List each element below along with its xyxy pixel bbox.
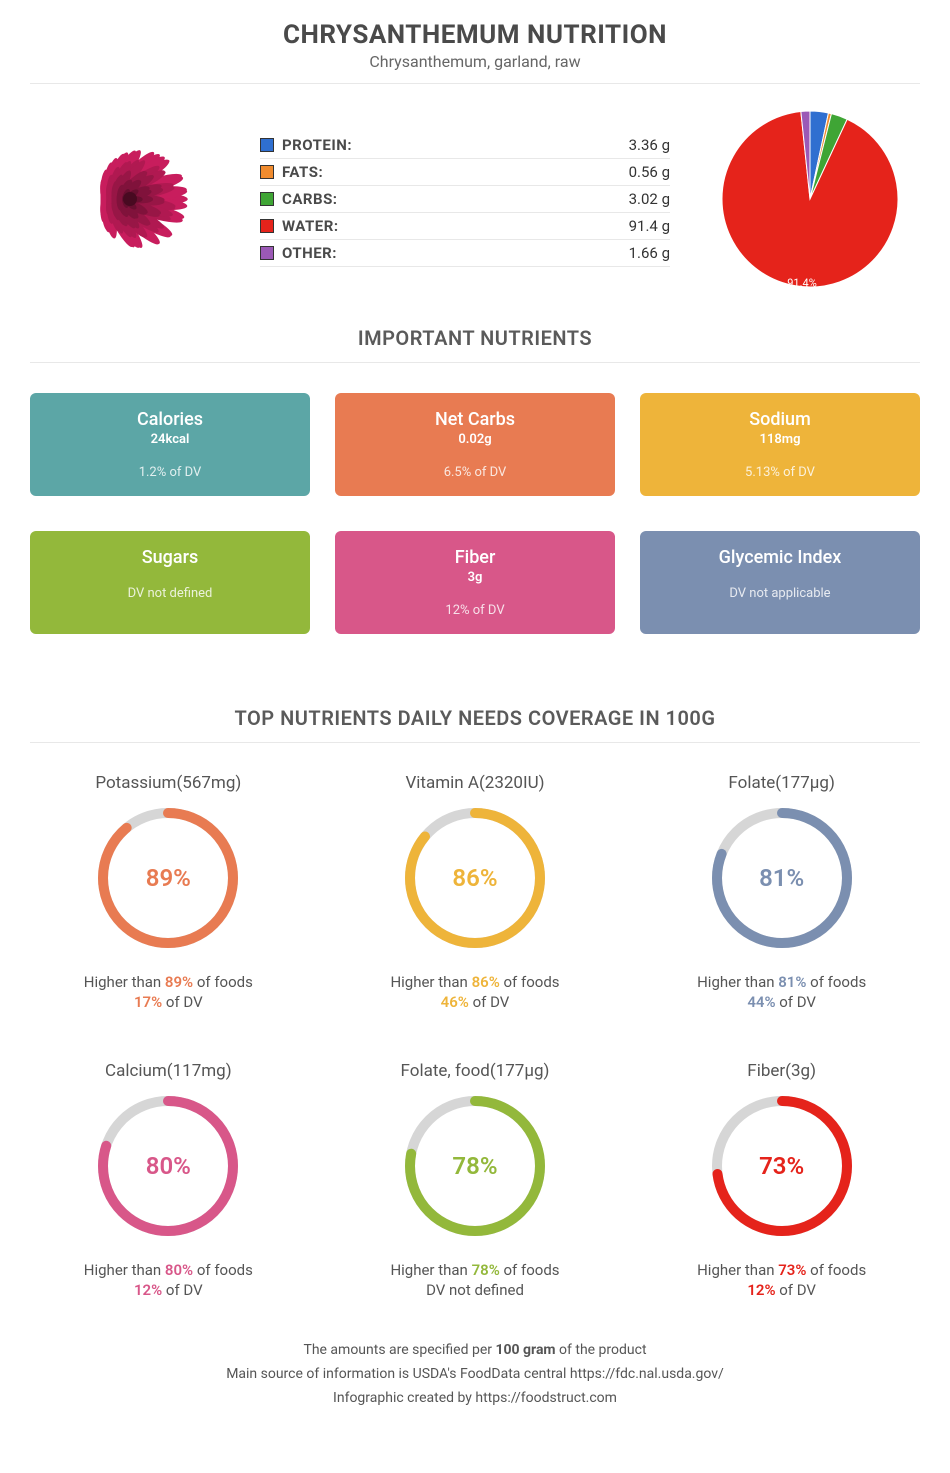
footer: The amounts are specified per 100 gram o… <box>30 1339 920 1410</box>
donut-pct: 86% <box>452 864 497 892</box>
card-value: 3g <box>345 570 605 585</box>
donut-title: Calcium(117mg) <box>30 1061 307 1081</box>
donut-item: Calcium(117mg) 80% Higher than 80% of food… <box>30 1061 307 1299</box>
nutrient-card: Fiber 3g 12% of DV <box>335 531 615 634</box>
donut-line2: DV not defined <box>337 1281 614 1299</box>
macro-swatch <box>260 246 274 260</box>
card-dv: 1.2% of DV <box>40 465 300 480</box>
page-subtitle: Chrysanthemum, garland, raw <box>30 52 920 71</box>
macro-swatch <box>260 192 274 206</box>
macro-swatch <box>260 165 274 179</box>
donut-pct: 78% <box>452 1152 497 1180</box>
food-image <box>30 139 230 259</box>
footer-line1: The amounts are specified per 100 gram o… <box>30 1339 920 1363</box>
donut-pct: 89% <box>146 864 191 892</box>
donut-title: Folate, food(177µg) <box>337 1061 614 1081</box>
nutrient-card: Calories 24kcal 1.2% of DV <box>30 393 310 496</box>
donut-chart: 73% <box>707 1091 857 1241</box>
macro-value: 3.36 g <box>629 136 670 154</box>
macro-value: 1.66 g <box>629 244 670 262</box>
donut-line1: Higher than 78% of foods <box>337 1261 614 1279</box>
card-dv: 6.5% of DV <box>345 465 605 480</box>
donut-chart: 78% <box>400 1091 550 1241</box>
donut-item: Fiber(3g) 73% Higher than 73% of foods 12% … <box>643 1061 920 1299</box>
macro-value: 91.4 g <box>629 217 670 235</box>
macro-table: PROTEIN:3.36 gFATS:0.56 gCARBS:3.02 gWAT… <box>260 132 670 267</box>
donut-item: Folate, food(177µg) 78% Higher than 78% of… <box>337 1061 614 1299</box>
macro-row: PROTEIN:3.36 g <box>260 132 670 159</box>
donut-chart: 81% <box>707 803 857 953</box>
footer-line3: Infographic created by https://foodstruc… <box>30 1387 920 1411</box>
card-name: Fiber <box>345 547 605 568</box>
macro-label: PROTEIN: <box>282 136 629 154</box>
macro-row: OTHER:1.66 g <box>260 240 670 267</box>
macro-value: 0.56 g <box>629 163 670 181</box>
donut-chart: 86% <box>400 803 550 953</box>
donut-line2: 12% of DV <box>643 1281 920 1299</box>
donut-line2: 44% of DV <box>643 993 920 1011</box>
donut-chart: 80% <box>93 1091 243 1241</box>
macro-label: FATS: <box>282 163 629 181</box>
donut-line1: Higher than 81% of foods <box>643 973 920 991</box>
macro-label: CARBS: <box>282 190 629 208</box>
donut-grid: Potassium(567mg) 89% Higher than 89% of fo… <box>30 773 920 1299</box>
card-dv: DV not defined <box>40 586 300 601</box>
section-title-donuts: TOP NUTRIENTS DAILY NEEDS COVERAGE IN 10… <box>30 694 920 743</box>
macro-swatch <box>260 219 274 233</box>
donut-item: Folate(177µg) 81% Higher than 81% of foods… <box>643 773 920 1011</box>
card-name: Sodium <box>650 409 910 430</box>
nutrient-card: Sugars DV not defined <box>30 531 310 634</box>
top-row: PROTEIN:3.36 gFATS:0.56 gCARBS:3.02 gWAT… <box>30 104 920 294</box>
header: CHRYSANTHEMUM NUTRITION Chrysanthemum, g… <box>30 20 920 84</box>
card-value: 118mg <box>650 432 910 447</box>
donut-title: Vitamin A(2320IU) <box>337 773 614 793</box>
donut-line2: 12% of DV <box>30 1281 307 1299</box>
donut-chart: 89% <box>93 803 243 953</box>
card-name: Net Carbs <box>345 409 605 430</box>
donut-line2: 17% of DV <box>30 993 307 1011</box>
donut-line1: Higher than 89% of foods <box>30 973 307 991</box>
macro-label: OTHER: <box>282 244 629 262</box>
donut-title: Potassium(567mg) <box>30 773 307 793</box>
card-value: 0.02g <box>345 432 605 447</box>
donut-pct: 73% <box>759 1152 804 1180</box>
card-dv: 5.13% of DV <box>650 465 910 480</box>
macro-row: WATER:91.4 g <box>260 213 670 240</box>
nutrient-card: Net Carbs 0.02g 6.5% of DV <box>335 393 615 496</box>
card-dv: DV not applicable <box>650 586 910 601</box>
donut-line1: Higher than 73% of foods <box>643 1261 920 1279</box>
svg-text:91.4%: 91.4% <box>787 277 817 290</box>
nutrient-cards-grid: Calories 24kcal 1.2% of DV Net Carbs 0.02g 6.… <box>30 393 920 634</box>
donut-title: Fiber(3g) <box>643 1061 920 1081</box>
page-title: CHRYSANTHEMUM NUTRITION <box>30 20 920 50</box>
macro-row: CARBS:3.02 g <box>260 186 670 213</box>
section-title-nutrients: IMPORTANT NUTRIENTS <box>30 314 920 363</box>
card-value: 24kcal <box>40 432 300 447</box>
donut-item: Vitamin A(2320IU) 86% Higher than 86% of f… <box>337 773 614 1011</box>
donut-pct: 80% <box>146 1152 191 1180</box>
donut-line1: Higher than 86% of foods <box>337 973 614 991</box>
nutrient-card: Sodium 118mg 5.13% of DV <box>640 393 920 496</box>
macro-swatch <box>260 138 274 152</box>
donut-item: Potassium(567mg) 89% Higher than 89% of fo… <box>30 773 307 1011</box>
card-dv: 12% of DV <box>345 603 605 618</box>
macro-label: WATER: <box>282 217 629 235</box>
macro-row: FATS:0.56 g <box>260 159 670 186</box>
card-name: Calories <box>40 409 300 430</box>
donut-title: Folate(177µg) <box>643 773 920 793</box>
donut-line2: 46% of DV <box>337 993 614 1011</box>
card-name: Sugars <box>40 547 300 568</box>
macro-pie-chart: 91.4% <box>700 104 920 294</box>
nutrient-card: Glycemic Index DV not applicable <box>640 531 920 634</box>
footer-line2: Main source of information is USDA's Foo… <box>30 1363 920 1387</box>
donut-pct: 81% <box>759 864 804 892</box>
macro-value: 3.02 g <box>629 190 670 208</box>
card-name: Glycemic Index <box>650 547 910 568</box>
donut-line1: Higher than 80% of foods <box>30 1261 307 1279</box>
